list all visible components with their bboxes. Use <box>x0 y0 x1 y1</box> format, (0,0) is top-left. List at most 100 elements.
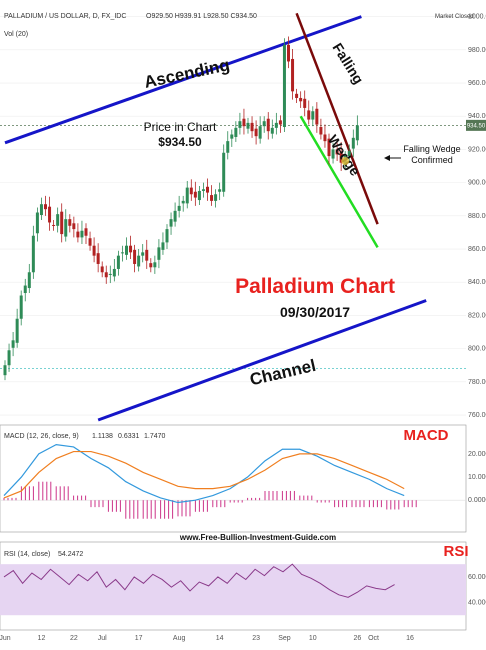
candle-body <box>234 127 238 137</box>
candle-body <box>230 134 234 139</box>
price-tick-label: 800.00 <box>468 346 486 353</box>
price-tick-label: 920.00 <box>468 146 486 153</box>
candle-body <box>262 121 266 127</box>
price-tick-label: 840.00 <box>468 279 486 286</box>
candle-body <box>201 189 205 191</box>
wedge-note-line1: Falling Wedge <box>403 144 460 154</box>
symbol-label: PALLADIUM / US DOLLAR, D, FX_IDC <box>4 13 126 20</box>
candle-body <box>323 134 327 142</box>
candle-body <box>222 152 226 192</box>
candle-body <box>250 122 254 132</box>
candle-body <box>11 340 15 348</box>
wedge-support-line <box>299 115 379 249</box>
candle-body <box>27 272 31 289</box>
candle-body <box>153 262 157 268</box>
candle-body <box>76 231 80 238</box>
candle-body <box>214 194 218 201</box>
candle-body <box>254 128 258 137</box>
price-tick-label: 960.00 <box>468 80 486 87</box>
rsi-tick-label: 60.0000 <box>468 574 486 581</box>
candle-body <box>88 238 92 246</box>
macd-tick-label: 0.0000 <box>468 497 486 504</box>
time-tick-label: 17 <box>135 635 143 642</box>
price-tick-label: 760.00 <box>468 412 486 419</box>
price-tick-label: 780.00 <box>468 379 486 386</box>
chart-date: 09/30/2017 <box>280 304 350 320</box>
macd-value-3: 1.7470 <box>144 433 166 440</box>
candle-body <box>287 44 290 62</box>
candle-body <box>15 318 19 343</box>
candle-body <box>351 137 355 149</box>
candle-body <box>331 149 335 159</box>
macd-line <box>3 444 405 504</box>
macd-value-1: 1.1138 <box>92 433 113 440</box>
candle-body <box>238 121 242 128</box>
candle-body <box>218 189 222 192</box>
wedge-breakout-marker <box>341 157 350 166</box>
time-tick-label: 22 <box>70 635 78 642</box>
candle-body <box>226 141 230 153</box>
wedge-note-line2: Confirmed <box>411 155 453 165</box>
time-tick-label: Oct <box>368 635 379 642</box>
rsi-tick-label: 40.0000 <box>468 599 486 606</box>
rsi-axis: 60.0000 40.0000 <box>468 574 486 607</box>
channel-lower-line <box>97 299 427 422</box>
candle-body <box>299 97 303 102</box>
candle-body <box>48 206 52 223</box>
candle-body <box>72 223 76 230</box>
candle-body <box>141 252 145 256</box>
candle-body <box>311 111 315 120</box>
candle-body <box>339 151 343 163</box>
time-tick-label: 14 <box>216 635 224 642</box>
time-tick-label: Aug <box>173 635 186 642</box>
price-tick-label: 880.00 <box>468 213 486 220</box>
time-tick-label: 10 <box>309 635 317 642</box>
rsi-tag: RSI <box>443 543 468 560</box>
time-tick-label: Jul <box>98 635 107 642</box>
candle-body <box>125 245 128 255</box>
price-axis: 760.00 780.00 800.00 820.00 840.00 860.00 880.… <box>468 14 486 419</box>
candle-body <box>206 186 209 193</box>
time-tick-label: 23 <box>252 635 260 642</box>
candle-body <box>3 365 7 376</box>
candle-body <box>242 118 246 127</box>
candle-body <box>210 195 214 201</box>
candle-body <box>315 108 319 125</box>
time-tick-label: Jun <box>0 635 11 642</box>
candle-body <box>181 200 185 204</box>
wedge-note-arrowhead <box>384 155 390 161</box>
candle-body <box>19 295 23 319</box>
candle-body <box>295 93 299 98</box>
macd-panel <box>0 424 467 533</box>
candle-body <box>258 126 262 139</box>
candle-body <box>177 205 181 211</box>
price-tick-label: 1000.00 <box>468 14 486 21</box>
rsi-band <box>0 564 466 616</box>
macd-value-2: 0.6331 <box>118 433 140 440</box>
candle-body <box>60 211 64 235</box>
market-status: Market Closed <box>435 14 474 20</box>
candle-body <box>52 224 56 226</box>
candle-body <box>270 127 274 134</box>
candle-body <box>185 187 189 204</box>
candle-body <box>278 120 282 125</box>
candle-body <box>291 58 295 92</box>
chart-title: Palladium Chart <box>235 275 395 298</box>
candle-body <box>116 255 120 269</box>
channel-upper-line <box>4 15 362 145</box>
candle-body <box>307 110 311 120</box>
macd-tag: MACD <box>404 427 449 444</box>
time-tick-label: Sep <box>278 635 291 642</box>
macd-tick-label: 10.0000 <box>468 474 486 481</box>
candle-body <box>246 122 250 129</box>
candle-body <box>303 98 307 108</box>
candles <box>3 36 359 381</box>
candle-body <box>56 214 60 226</box>
candle-body <box>64 219 68 237</box>
price-tick-label: 820.00 <box>468 312 486 319</box>
candle-body <box>355 125 359 141</box>
candle-body <box>133 249 137 264</box>
candle-body <box>80 230 84 238</box>
rsi-line <box>3 563 395 598</box>
